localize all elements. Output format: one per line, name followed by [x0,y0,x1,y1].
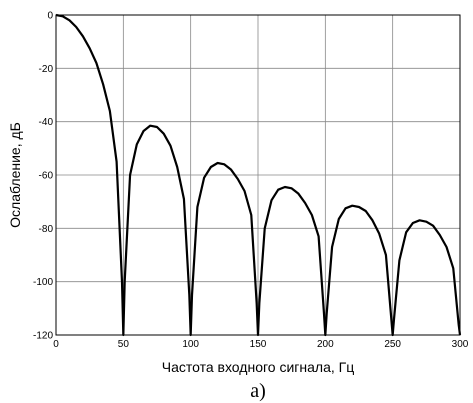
x-tick-label: 250 [384,339,401,350]
y-tick-label: 0 [47,11,53,22]
x-tick-label: 150 [250,339,267,350]
y-tick-label: -120 [33,331,53,342]
grid [56,15,460,335]
y-tick-label: -100 [33,277,53,288]
x-tick-label: 100 [182,339,199,350]
attenuation-curve [55,13,462,337]
plot-frame [55,14,461,336]
x-tick-label: 0 [53,339,59,350]
y-tick-label: -80 [39,224,54,235]
x-tick-label: 200 [317,339,334,350]
x-tick-label: 50 [118,339,130,350]
x-axis-label: Частота входного сигнала, Гц [162,359,354,375]
y-tick-label: -20 [39,64,54,75]
tick-labels: 0 50 100 150 200 250 300 0 -20 -40 -60 -80 -100 -120 [33,11,469,351]
y-axis-label: Ослабление, дБ [7,122,23,228]
y-tick-label: -60 [39,171,54,182]
y-tick-label: -40 [39,117,54,128]
figure-caption: а) [250,380,266,402]
x-tick-label: 300 [452,339,469,350]
